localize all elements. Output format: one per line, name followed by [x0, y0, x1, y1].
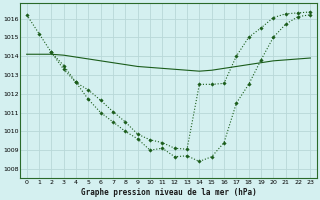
X-axis label: Graphe pression niveau de la mer (hPa): Graphe pression niveau de la mer (hPa) [81, 188, 256, 197]
